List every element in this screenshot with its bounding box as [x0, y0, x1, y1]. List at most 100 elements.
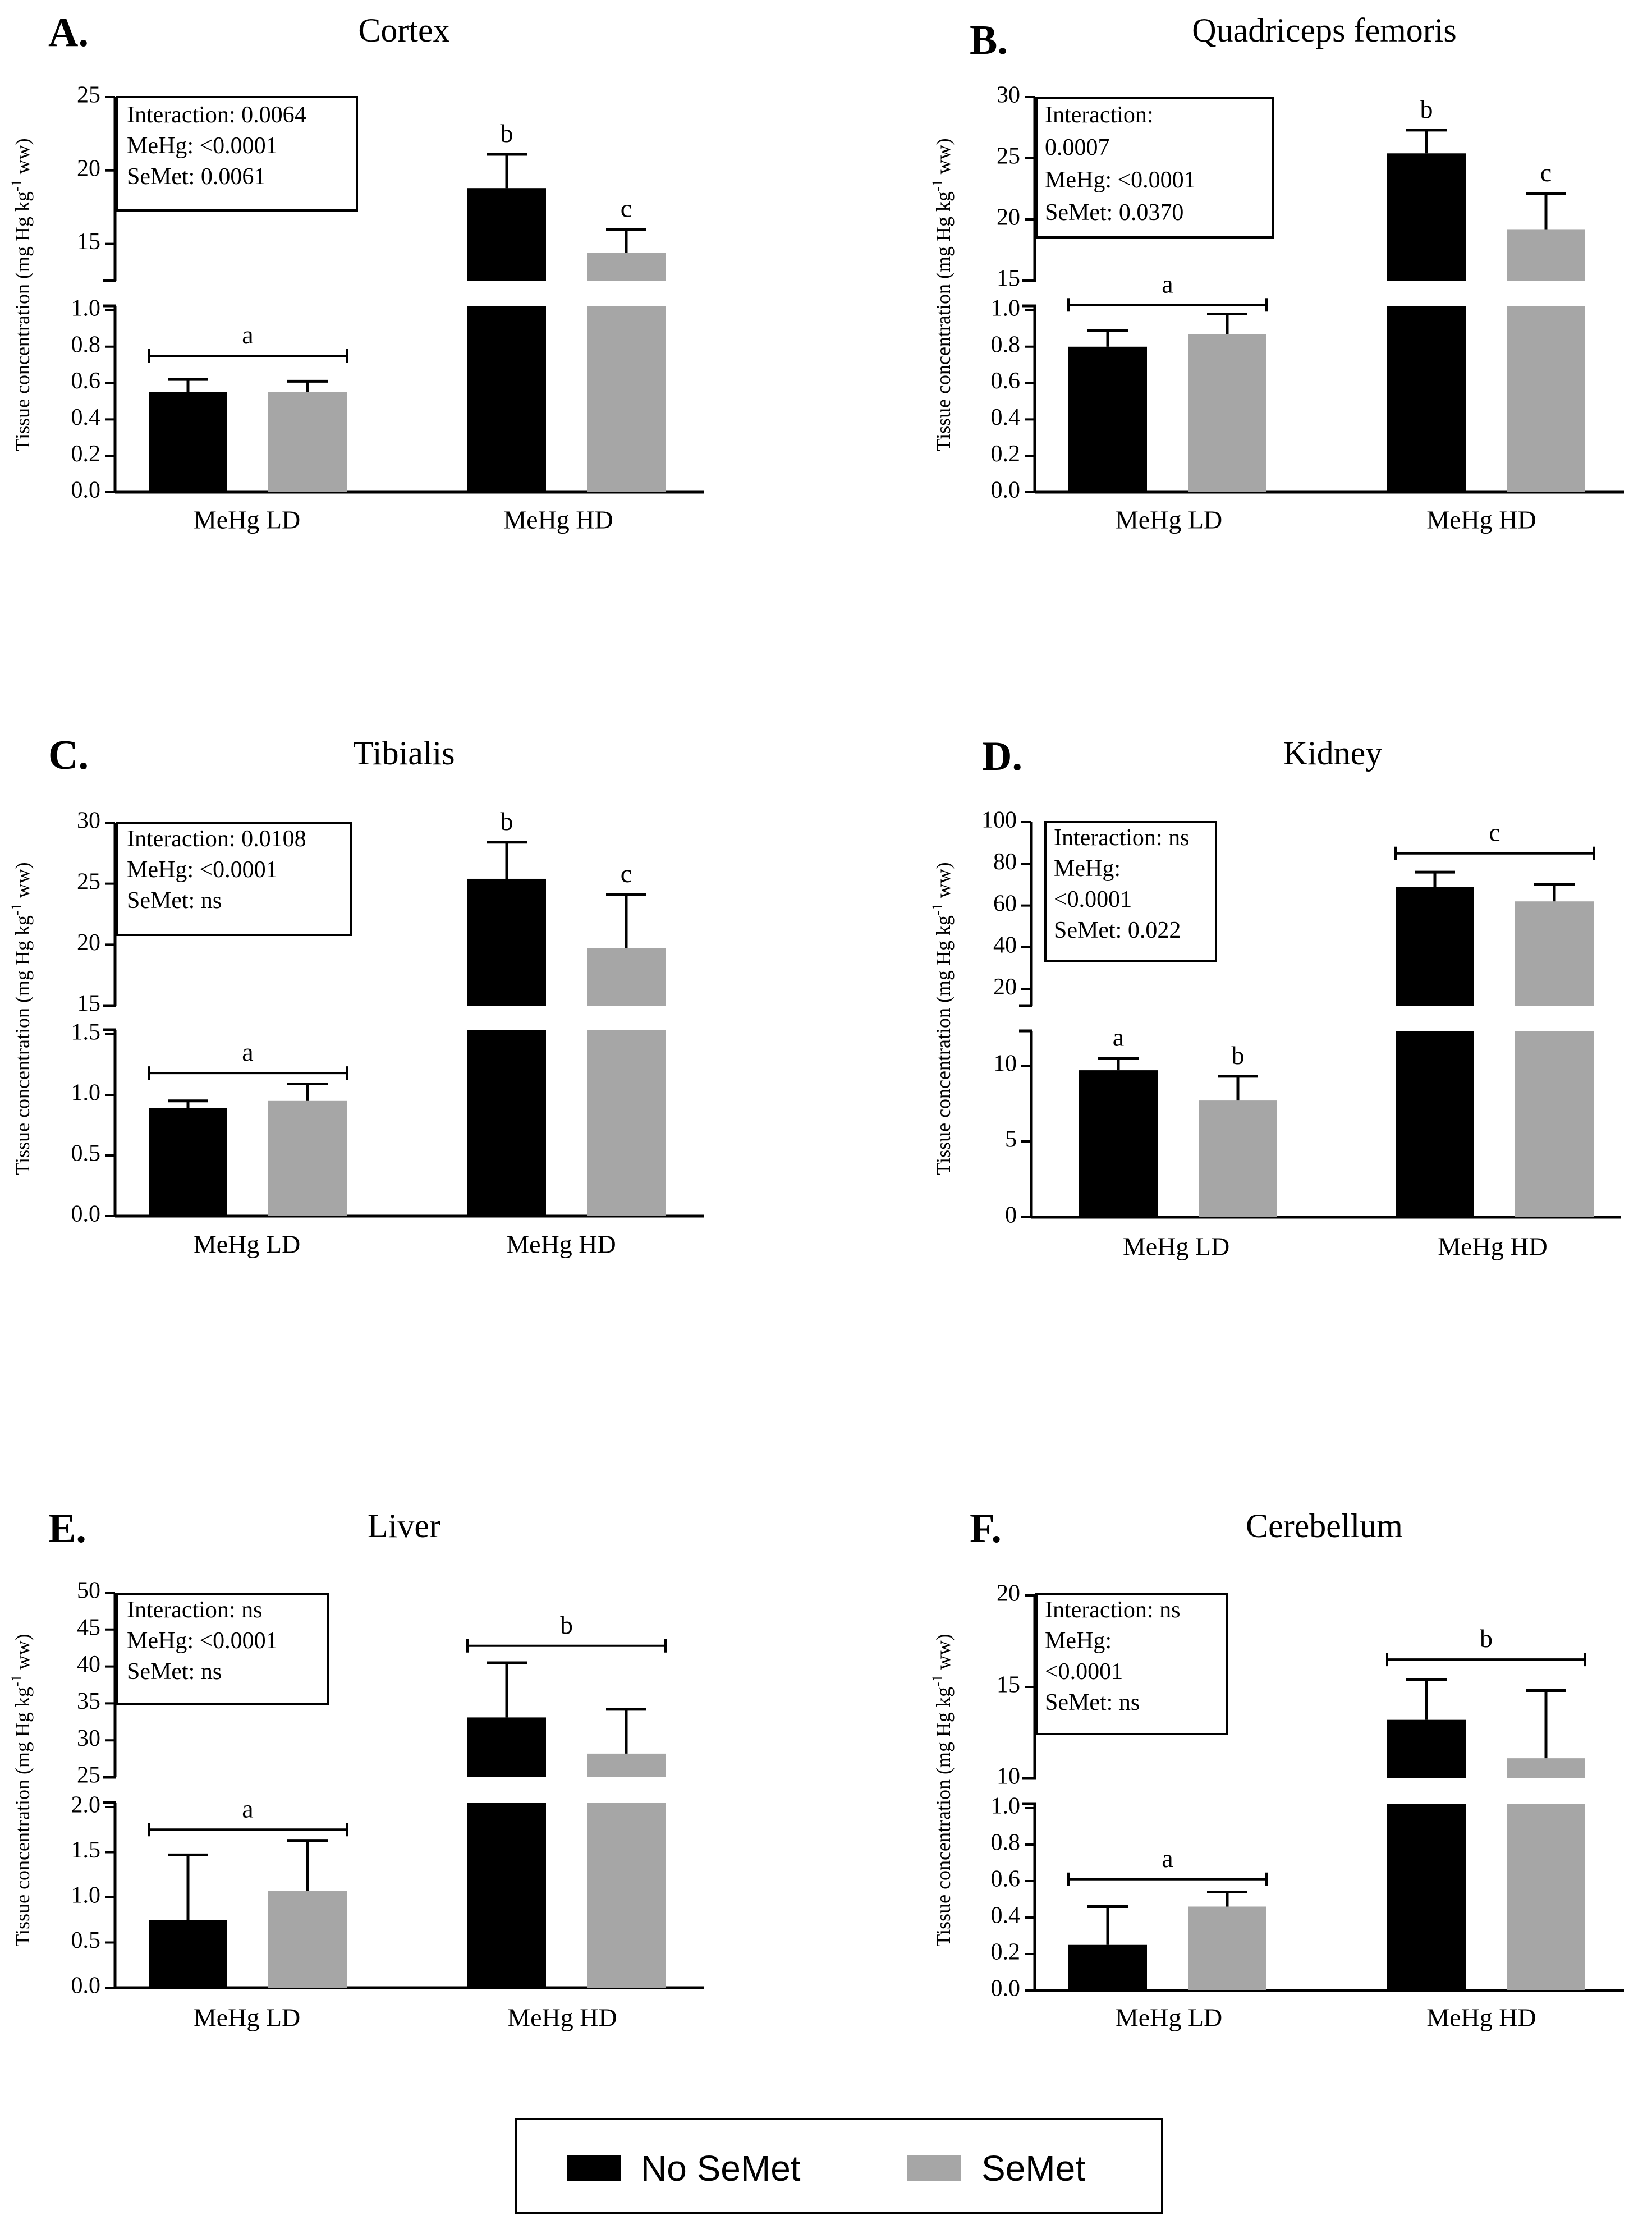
y-axis-label: Tissue concentration (mg Hg kg-1 ww) — [8, 138, 34, 451]
stats-box — [116, 96, 358, 212]
x-tick-label: MeHg LD — [194, 1230, 300, 1259]
legend-item-semet: SeMet — [907, 2148, 1085, 2189]
y-tick-lower-label: 1.0 — [991, 296, 1021, 322]
y-tick-lower-label: 0.8 — [991, 1830, 1021, 1856]
bar-hd-semet-lower — [1507, 306, 1585, 492]
stats-line: Interaction: 0.0064 — [127, 102, 306, 128]
x-tick-label: MeHg LD — [1123, 1232, 1229, 1261]
stats-line: MeHg: <0.0001 — [127, 133, 278, 159]
y-tick-lower-label: 1.5 — [71, 1020, 101, 1045]
bar-ld-no-semet — [1079, 1070, 1158, 1217]
bar-hd-no-semet-lower — [1396, 1031, 1474, 1217]
y-tick-lower-label: 0.0 — [991, 478, 1021, 503]
bar-ld-semet — [1188, 334, 1266, 492]
y-tick-lower-label: 0.0 — [991, 1976, 1021, 2002]
stats-box — [116, 1593, 329, 1705]
y-tick-lower-label: 1.0 — [991, 1794, 1021, 1819]
panel-a: A. Cortex Tissue concentration (mg Hg kg-1… — [8, 10, 704, 534]
bar-hd-no-semet-lower — [1387, 306, 1466, 492]
panel-d: D. Kidney Tissue concentration (mg Hg kg-1… — [929, 733, 1621, 1261]
legend-swatch-no-semet — [567, 2155, 621, 2181]
panel-f: F. Cerebellum Tissue concentration (mg Hg … — [929, 1506, 1624, 2032]
y-axis-label: Tissue concentration (mg Hg kg-1 ww) — [8, 1634, 34, 1946]
bar-hd-no-semet-lower — [467, 1030, 546, 1216]
panel-letter: D. — [982, 733, 1022, 779]
stats-line: Interaction: ns — [1045, 1597, 1180, 1623]
significance-letter: a — [1162, 1844, 1173, 1873]
stats-line: SeMet: ns — [127, 1659, 222, 1685]
x-tick-label: MeHg HD — [503, 506, 613, 534]
significance-letter: a — [242, 1038, 253, 1066]
y-tick-lower-label: 0.6 — [991, 1866, 1021, 1892]
chart-title: Tibialis — [353, 735, 455, 772]
x-tick-label: MeHg LD — [194, 2003, 300, 2032]
y-tick-lower-label: 0.6 — [991, 368, 1021, 394]
y-tick-upper-label: 20 — [997, 205, 1020, 231]
bar-hd-semet-lower — [587, 1803, 666, 1988]
significance-letter: a — [1113, 1023, 1124, 1052]
stats-line: Interaction: ns — [1054, 825, 1189, 851]
y-tick-lower-label: 0.8 — [991, 332, 1021, 357]
y-tick-lower-label: 1.0 — [71, 296, 101, 322]
y-tick-lower-label: 0.0 — [71, 1973, 101, 1999]
legend: No SeMet SeMet — [515, 2118, 1163, 2214]
x-tick-label: MeHg HD — [506, 1230, 616, 1259]
y-tick-upper-label: 40 — [993, 933, 1017, 958]
panel-letter: B. — [970, 17, 1008, 63]
y-axis-label: Tissue concentration (mg Hg kg-1 ww) — [8, 862, 34, 1175]
y-tick-lower-label: 0.6 — [71, 368, 101, 394]
y-tick-upper-label: 25 — [77, 1763, 100, 1788]
stats-line: 0.0007 — [1045, 135, 1110, 160]
y-tick-upper-label: 20 — [77, 930, 100, 956]
stats-line: <0.0001 — [1045, 1659, 1123, 1685]
y-tick-lower-label: 0.0 — [71, 1201, 101, 1227]
y-tick-lower-label: 0.8 — [71, 332, 101, 357]
bar-hd-no-semet-lower — [467, 1803, 546, 1988]
bar-hd-no-semet-upper — [467, 1717, 546, 1777]
y-tick-upper-label: 45 — [77, 1615, 100, 1640]
y-tick-upper-label: 25 — [77, 869, 100, 895]
chart-title: Cortex — [358, 12, 449, 49]
y-tick-upper-label: 15 — [997, 266, 1020, 292]
x-tick-label: MeHg LD — [1116, 2003, 1222, 2032]
bar-hd-no-semet-lower — [467, 306, 546, 492]
y-axis-label: Tissue concentration (mg Hg kg-1 ww) — [929, 138, 955, 451]
bar-hd-no-semet-upper — [467, 878, 546, 1006]
significance-letter: c — [1489, 818, 1500, 847]
panel-letter: E. — [48, 1506, 86, 1552]
bar-hd-semet-upper — [1507, 229, 1585, 281]
significance-letter: b — [560, 1611, 573, 1639]
stats-line: Interaction: — [1045, 102, 1154, 128]
y-tick-lower-label: 0.2 — [71, 441, 101, 467]
chart-title: Cerebellum — [1246, 1507, 1403, 1544]
significance-letter: c — [621, 194, 632, 222]
panel-letter: A. — [48, 10, 89, 56]
y-tick-lower-label: 0 — [1005, 1203, 1017, 1228]
bar-hd-semet-lower — [587, 1030, 666, 1216]
chart-title: Quadriceps femoris — [1192, 12, 1457, 49]
stats-box — [1035, 1593, 1228, 1735]
stats-line: Interaction: ns — [127, 1597, 262, 1623]
bar-hd-no-semet-upper — [1387, 153, 1466, 281]
y-tick-lower-label: 10 — [993, 1051, 1017, 1077]
y-tick-lower-label: 0.0 — [71, 478, 101, 503]
y-tick-lower-label: 0.4 — [991, 1903, 1021, 1929]
stats-box — [1044, 821, 1217, 962]
bar-hd-no-semet-upper — [1387, 1719, 1466, 1778]
y-tick-upper-label: 40 — [77, 1652, 100, 1677]
legend-item-no-semet: No SeMet — [567, 2148, 801, 2189]
bar-ld-no-semet — [149, 1108, 227, 1216]
bar-ld-no-semet — [149, 1920, 227, 1988]
panel-c: C. Tibialis Tissue concentration (mg Hg kg… — [8, 732, 704, 1259]
y-tick-lower-label: 2.0 — [71, 1792, 101, 1818]
significance-letter: a — [242, 320, 253, 349]
stats-line: SeMet: ns — [127, 888, 222, 914]
stats-line: <0.0001 — [1054, 887, 1132, 912]
bar-hd-no-semet-upper — [1396, 887, 1474, 1006]
stats-line: Interaction: 0.0108 — [127, 826, 306, 852]
y-tick-lower-label: 0.5 — [71, 1141, 101, 1167]
y-tick-upper-label: 10 — [997, 1764, 1020, 1790]
significance-letter: a — [242, 1794, 253, 1823]
y-tick-lower-label: 1.5 — [71, 1837, 101, 1863]
y-axis-label: Tissue concentration (mg Hg kg-1 ww) — [929, 1634, 955, 1946]
